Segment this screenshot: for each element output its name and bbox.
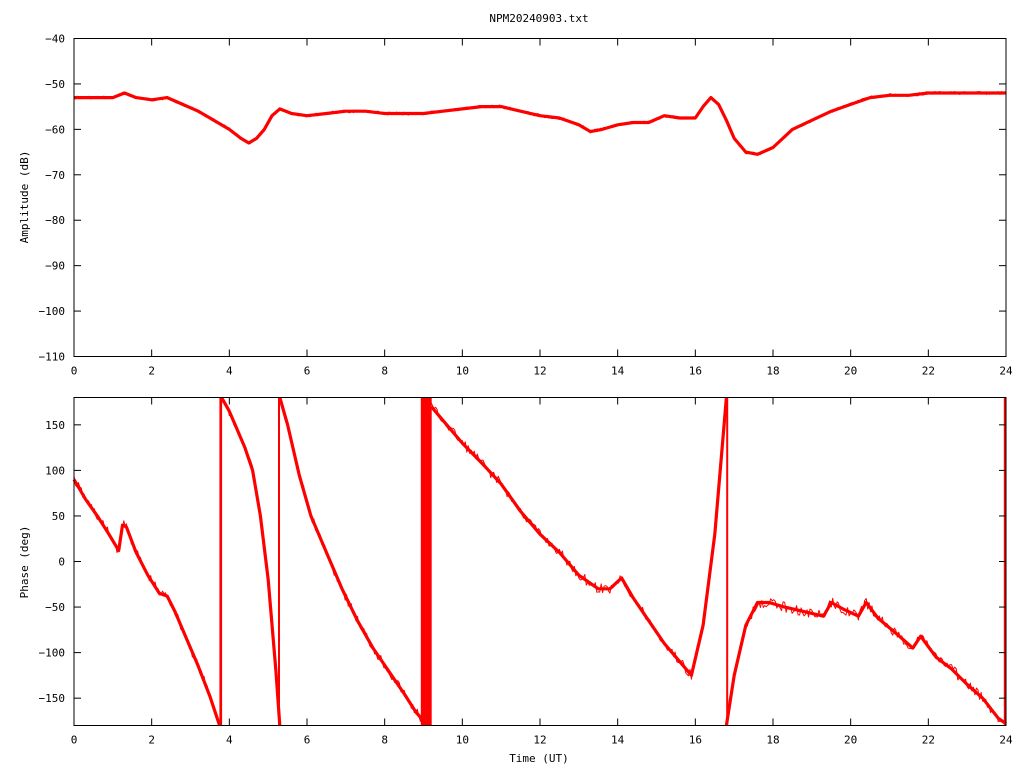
amplitude-ytick-label: −70 (45, 169, 65, 182)
amplitude-ytick-label: −40 (45, 33, 65, 46)
amplitude-xtick-label: 12 (533, 365, 546, 378)
phase-xtick-label: 12 (533, 734, 546, 747)
amplitude-xtick-label: 2 (148, 365, 155, 378)
phase-ytick-label: −50 (45, 601, 65, 614)
amplitude-ytick-label: −60 (45, 123, 65, 136)
amplitude-xtick-label: 10 (456, 365, 469, 378)
phase-series-2 (278, 397, 425, 722)
amplitude-xtick-label: 18 (766, 365, 779, 378)
phase-xtick-label: 4 (226, 734, 233, 747)
phase-series-0-noise (73, 475, 219, 723)
phase-wrap-bar-3 (726, 397, 729, 726)
phase-ytick-label: 150 (45, 419, 65, 432)
phase-xtick-label: 18 (766, 734, 779, 747)
phase-ytick-label: −100 (39, 647, 66, 660)
phase-xtick-label: 0 (71, 734, 78, 747)
amplitude-ytick-label: −80 (45, 214, 65, 227)
amplitude-axes: −110−100−90−80−70−60−50−400 2 4 6 8 10 12 14 16 1… (39, 33, 1013, 378)
phase-series-4-noise (725, 597, 1005, 725)
amplitude-xtick-label: 14 (611, 365, 625, 378)
amplitude-series-0-noise (73, 91, 1005, 155)
phase-plot-frame (73, 397, 1007, 726)
amplitude-xtick-label: 16 (689, 365, 702, 378)
phase-xtick-label: 16 (689, 734, 702, 747)
phase-ytick-label: −150 (39, 692, 66, 705)
phase-x-axis-label: Time (UT) (509, 752, 569, 765)
phase-xtick-label: 8 (381, 734, 388, 747)
amplitude-traces (73, 91, 1006, 156)
phase-xtick-label: 24 (999, 734, 1013, 747)
amplitude-xtick-label: 4 (226, 365, 233, 378)
amplitude-series-0 (74, 91, 1006, 156)
amplitude-panel: −110−100−90−80−70−60−50−400 2 4 6 8 10 12 14 16 1… (18, 33, 1013, 378)
phase-series-2-noise (279, 400, 423, 722)
phase-xtick-label: 22 (922, 734, 935, 747)
amplitude-xtick-label: 0 (71, 365, 78, 378)
amplitude-xtick-label: 22 (922, 365, 935, 378)
amplitude-ytick-label: −50 (45, 78, 65, 91)
phase-wrap-bar-2 (420, 397, 432, 726)
phase-y-axis-label: Phase (deg) (18, 526, 31, 599)
phase-ytick-label: 0 (58, 556, 65, 569)
phase-wrap-bar-1 (278, 397, 280, 726)
phase-series-1 (220, 396, 282, 726)
phase-series-1-noise (221, 398, 279, 707)
phase-xtick-label: 14 (611, 734, 625, 747)
phase-ytick-label: 50 (52, 510, 65, 523)
chart-title: NPM20240903.txt (489, 12, 588, 25)
amplitude-plot-frame (73, 38, 1007, 357)
phase-wrap-bar-0 (219, 397, 223, 726)
phase-xtick-label: 2 (148, 734, 155, 747)
amplitude-xtick-label: 24 (999, 365, 1013, 378)
amplitude-xtick-label: 8 (381, 365, 388, 378)
phase-xtick-label: 10 (456, 734, 469, 747)
amplitude-xtick-label: 6 (304, 365, 311, 378)
amplitude-xtick-label: 20 (844, 365, 857, 378)
amplitude-ytick-label: −90 (45, 260, 65, 273)
amplitude-ytick-label: −110 (39, 351, 66, 364)
phase-traces (72, 396, 1007, 727)
phase-series-3-noise (430, 402, 726, 680)
phase-series-3 (430, 397, 728, 677)
phase-xtick-label: 20 (844, 734, 857, 747)
amplitude-y-axis-label: Amplitude (dB) (18, 151, 31, 244)
phase-series-4 (724, 600, 1007, 726)
phase-xtick-label: 6 (304, 734, 311, 747)
phase-ytick-label: 100 (45, 464, 65, 477)
amplitude-ytick-label: −100 (39, 305, 66, 318)
